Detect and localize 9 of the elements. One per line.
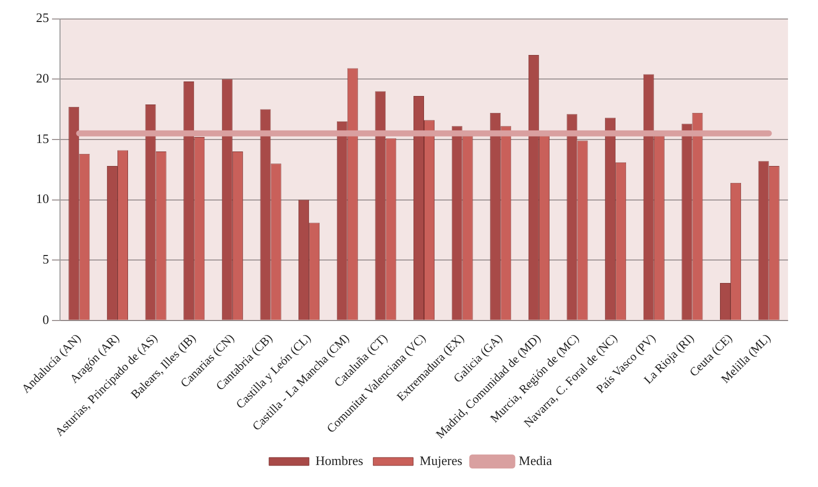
legend-label: Hombres [316, 452, 364, 468]
y-tick-label: 20 [36, 70, 49, 86]
y-tick-label: 0 [42, 312, 49, 327]
y-tick-label: 5 [42, 252, 49, 267]
legend-label: Media [518, 452, 552, 468]
legend-label: Mujeres [420, 452, 462, 468]
y-tick-label: 10 [36, 191, 49, 206]
y-tick-label: 25 [36, 10, 49, 26]
y-tick-label: 15 [36, 130, 49, 146]
